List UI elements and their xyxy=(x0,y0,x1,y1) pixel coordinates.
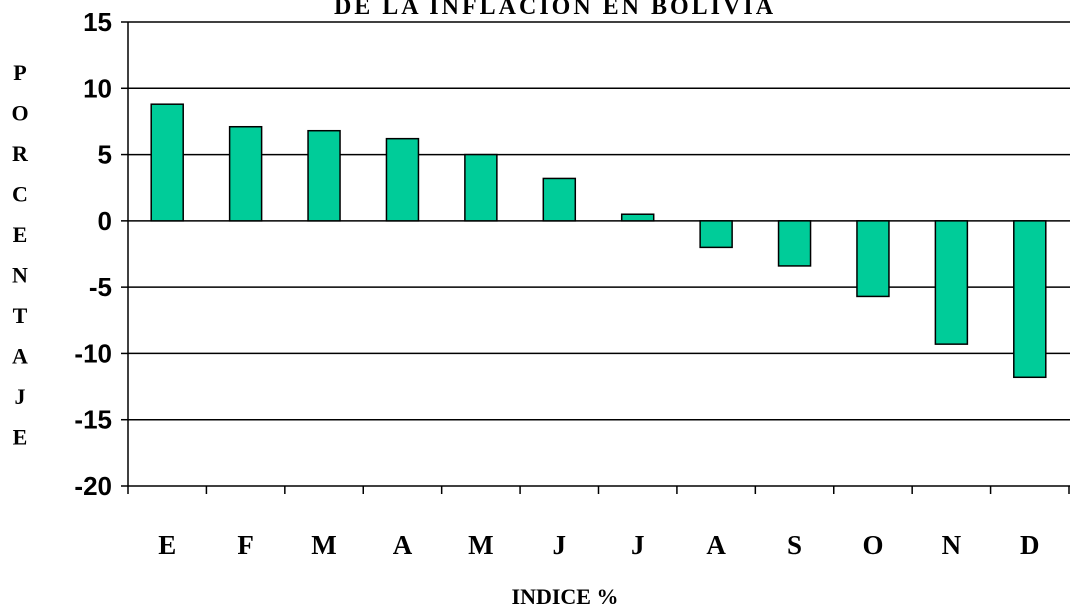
x-tick-label: D xyxy=(1020,530,1040,560)
gridlines xyxy=(128,21,1070,487)
y-axis-title-letter: E xyxy=(13,222,28,247)
y-axis-title-letter: E xyxy=(13,425,28,450)
bar xyxy=(307,129,341,222)
x-tick-label: S xyxy=(787,530,802,560)
y-axis-title-letter: C xyxy=(12,182,28,207)
x-axis-title: INDICE % xyxy=(512,584,619,609)
y-axis-title-letter: P xyxy=(13,60,26,85)
x-tick-label: J xyxy=(631,530,645,560)
bar xyxy=(464,153,498,222)
bar xyxy=(777,220,812,267)
chart-title: DE LA INFLACION EN BOLIVIA xyxy=(334,0,776,20)
bar xyxy=(856,220,890,298)
x-tick-label: E xyxy=(158,530,176,560)
bar xyxy=(228,125,263,222)
bar xyxy=(385,137,420,222)
y-tick-label: -10 xyxy=(74,338,112,368)
y-tick-label: -5 xyxy=(89,272,112,302)
y-axis-title-letter: N xyxy=(12,263,28,288)
x-tick-label: M xyxy=(311,530,336,560)
y-tick-label: 5 xyxy=(98,140,112,170)
bar xyxy=(934,220,969,345)
bar xyxy=(150,103,184,222)
x-tick-label: N xyxy=(942,530,962,560)
x-tick-label: F xyxy=(237,530,254,560)
y-tick-label: 10 xyxy=(83,73,112,103)
y-tick-label: -20 xyxy=(74,471,112,501)
axes xyxy=(121,21,1070,494)
y-tick-label: -15 xyxy=(74,405,112,435)
y-tick-labels: 15 10 5 0 -5 -10 -15 -20 xyxy=(74,7,112,501)
y-axis-title-letter: J xyxy=(15,384,26,409)
x-tick-label: O xyxy=(862,530,883,560)
y-axis-title-letter: A xyxy=(12,344,28,369)
x-tick-label: J xyxy=(553,530,567,560)
bar xyxy=(620,213,655,222)
bar xyxy=(542,177,577,222)
y-tick-label: 0 xyxy=(98,206,112,236)
y-tick-label: 15 xyxy=(83,7,112,37)
bar xyxy=(699,220,733,249)
y-axis-title-letter: R xyxy=(12,141,29,166)
x-tick-label: A xyxy=(706,530,726,560)
y-axis-title-letter: O xyxy=(11,101,28,126)
x-tick-label: M xyxy=(468,530,493,560)
bars xyxy=(150,103,1047,379)
y-axis-title-letter: T xyxy=(13,303,28,328)
x-tick-label: A xyxy=(393,530,413,560)
bar xyxy=(1013,220,1047,379)
